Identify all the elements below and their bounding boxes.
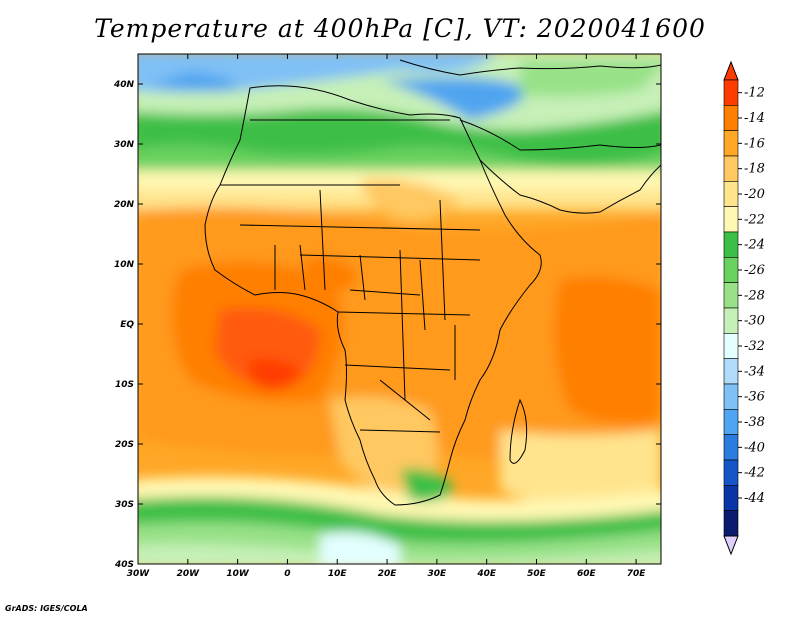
colorbar-label: -38 [744, 415, 765, 430]
colorbar: -12 -14 -16 -18 -20 -22 -24 -26 -28 -30 -32 -34 -36 -… [723, 60, 765, 556]
colorbar-label: -22 [744, 212, 765, 227]
lon-label: 10E [328, 569, 348, 579]
colorbar-label: -40 [744, 440, 765, 455]
colorbar-label: -16 [744, 136, 765, 151]
colorbar-top-arrow [723, 60, 739, 81]
colorbar-swatch [723, 510, 739, 537]
lat-label: 20S [115, 440, 134, 450]
colorbar-swatch [723, 383, 739, 410]
colorbar-swatch [723, 282, 739, 309]
colorbar-label: -20 [744, 187, 765, 202]
lat-label: EQ [120, 320, 134, 330]
lon-label: 50E [527, 569, 547, 579]
colorbar-swatch [723, 79, 739, 106]
lat-label: 10N [114, 260, 135, 270]
colorbar-swatch [723, 130, 739, 157]
colorbar-label: -12 [744, 86, 765, 101]
lat-label: 40S [114, 560, 134, 570]
longitude-axis: 30W 20W 10W 0 10E 20E 30E 40E 50E 60E 70E [127, 54, 647, 579]
colorbar-label: -42 [744, 466, 765, 481]
lon-label: 70E [627, 569, 647, 579]
lon-label: 30W [127, 569, 151, 579]
lon-label: 60E [577, 569, 597, 579]
colorbar-swatch [723, 257, 739, 283]
colorbar-swatch [723, 409, 739, 435]
colorbar-swatch [723, 307, 739, 334]
lat-label: 10S [115, 380, 134, 390]
lon-label: 0 [284, 569, 290, 579]
colorbar-label: -26 [744, 263, 765, 278]
colorbar-swatch [723, 485, 739, 511]
lon-label: 30E [428, 569, 448, 579]
temperature-field [138, 54, 661, 564]
lon-label: 20E [378, 569, 398, 579]
colorbar-swatch [723, 333, 739, 359]
map-title: Temperature at 400hPa [C], VT: 202004160… [94, 14, 706, 43]
colorbar-swatch [723, 358, 739, 385]
footer-credit: GrADS: IGES/COLA [5, 604, 88, 613]
lon-label: 20W [177, 569, 201, 579]
colorbar-swatch [723, 206, 739, 233]
colorbar-label: -28 [744, 288, 765, 303]
colorbar-swatch [723, 105, 739, 131]
colorbar-label: -14 [744, 111, 765, 126]
lon-label: 10W [226, 569, 250, 579]
colorbar-label: -34 [744, 364, 765, 379]
colorbar-label: -18 [744, 162, 765, 177]
coastlines [204, 59, 661, 506]
lat-label: 40N [113, 80, 135, 90]
colorbar-label: -24 [744, 238, 765, 253]
latitude-axis: 40N 30N 20N 10N EQ 10S 20S 30S 40S [113, 80, 661, 570]
colorbar-swatch [723, 459, 739, 486]
colorbar-swatch [723, 231, 739, 258]
lon-label: 40E [476, 569, 497, 579]
lat-label: 20N [114, 200, 135, 210]
colorbar-label: -30 [744, 314, 765, 329]
colorbar-label: -44 [744, 491, 765, 506]
colorbar-bottom-arrow [723, 535, 739, 556]
colorbar-label: -32 [744, 339, 765, 354]
lat-label: 30S [115, 500, 134, 510]
plot-frame [137, 53, 662, 565]
colorbar-label: -36 [744, 390, 765, 405]
colorbar-swatch [723, 434, 739, 461]
lat-label: 30N [114, 140, 135, 150]
colorbar-swatch [723, 155, 739, 182]
colorbar-swatch [723, 181, 739, 207]
